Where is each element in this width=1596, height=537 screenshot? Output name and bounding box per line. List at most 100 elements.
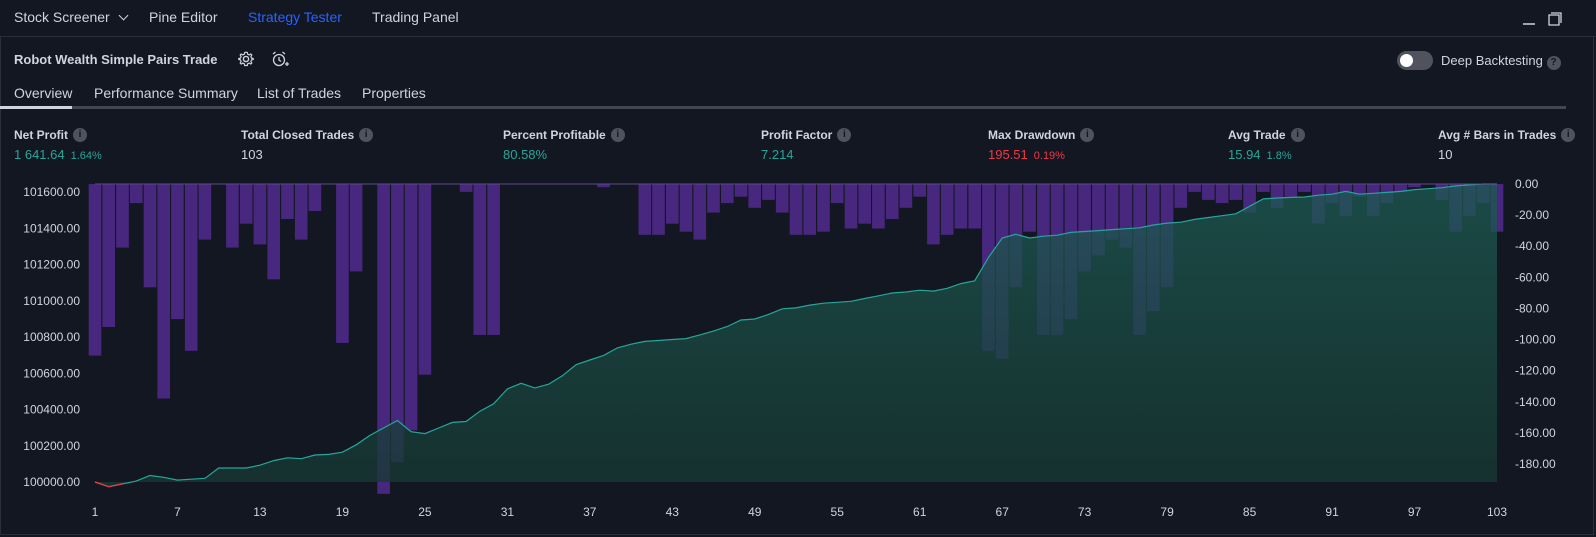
left-axis-tick-label: 101600.00 — [23, 185, 80, 199]
drawdown-bar — [308, 184, 322, 211]
right-axis-tick-label: -120.00 — [1515, 364, 1556, 378]
drawdown-bar — [184, 184, 198, 351]
x-axis-tick-label: 19 — [336, 505, 350, 519]
drawdown-bar — [116, 184, 129, 248]
deep-backtesting-text: Deep Backtesting — [1441, 53, 1543, 68]
metric-total-closed-trades: Total Closed Trades i 103 — [241, 128, 374, 162]
help-icon[interactable]: ? — [1546, 56, 1561, 70]
drawdown-bar — [198, 184, 212, 240]
deep-backtesting-label: Deep Backtesting ? — [1441, 53, 1561, 70]
minimize-panel-button[interactable] — [1522, 12, 1536, 29]
info-icon[interactable]: i — [1561, 128, 1576, 142]
drawdown-bar — [349, 184, 363, 272]
chevron-down-icon[interactable] — [118, 10, 129, 21]
drawdown-bar — [294, 184, 308, 240]
x-axis-tick-label: 85 — [1243, 505, 1257, 519]
drawdown-bar — [1229, 184, 1243, 200]
right-axis-tick-label: -100.00 — [1515, 333, 1556, 347]
drawdown-bar — [1257, 184, 1270, 192]
metric-avg-trade: Avg Trade i 15.94 1.8% — [1228, 128, 1305, 162]
info-icon[interactable]: i — [359, 128, 374, 142]
tab-list-of-trades[interactable]: List of Trades — [257, 85, 342, 101]
metric-value: 103 — [241, 147, 263, 162]
metric-value: 7.214 — [761, 147, 794, 162]
tab-stock-screener[interactable]: Stock Screener — [14, 9, 129, 25]
x-axis-tick-label: 55 — [831, 505, 845, 519]
metric-avg-bars-in-trades: Avg # Bars in Trades i 10 — [1438, 128, 1576, 162]
drawdown-bar — [1023, 184, 1036, 232]
drawdown-bar — [775, 184, 789, 213]
metric-value: 15.94 — [1228, 147, 1261, 162]
equity-line-negative — [94, 481, 123, 488]
add-alert-button[interactable] — [270, 50, 290, 70]
drawdown-bar — [638, 184, 652, 235]
drawdown-bar — [1408, 184, 1421, 188]
drawdown-bar — [267, 184, 280, 280]
metric-value: 80.58% — [503, 147, 548, 162]
right-axis-tick-label: 0.00 — [1515, 177, 1539, 191]
drawdown-bar — [830, 184, 844, 204]
drawdown-bar — [844, 184, 858, 229]
x-axis-tick-label: 1 — [92, 505, 99, 519]
drawdown-bar — [143, 184, 157, 288]
x-axis-tick-label: 73 — [1078, 505, 1092, 519]
tab-performance-summary[interactable]: Performance Summary — [94, 85, 238, 101]
equity-line — [94, 183, 1497, 488]
x-axis-tick-label: 31 — [501, 505, 515, 519]
drawdown-bar — [391, 184, 404, 463]
metric-profit-factor: Profit Factor i 7.214 — [761, 128, 852, 162]
drawdown-bar — [679, 184, 693, 232]
info-icon[interactable]: i — [610, 128, 625, 142]
deep-backtesting-toggle[interactable] — [1397, 51, 1433, 70]
info-icon[interactable]: i — [837, 128, 852, 142]
metric-label: Percent Profitable — [503, 128, 606, 142]
tab-strategy-tester[interactable]: Strategy Tester — [248, 9, 342, 25]
drawdown-bar — [597, 184, 610, 188]
toggle-knob — [1400, 54, 1413, 67]
tab-pine-editor[interactable]: Pine Editor — [149, 9, 218, 25]
metric-value: 195.51 — [988, 147, 1028, 162]
info-icon[interactable]: i — [1080, 128, 1095, 142]
drawdown-bar — [1105, 184, 1119, 240]
drawdown-bar — [803, 184, 816, 235]
drawdown-bar — [459, 184, 473, 192]
x-axis-tick-label: 67 — [996, 505, 1010, 519]
alarm-clock-icon — [272, 51, 289, 67]
metric-value: 10 — [1438, 147, 1453, 162]
strategy-settings-button[interactable] — [237, 50, 257, 70]
drawdown-bar — [487, 184, 500, 335]
info-icon[interactable]: i — [73, 128, 87, 142]
equity-drawdown-chart[interactable]: 101600.00 101400.00 101200.00 101000.00 1008… — [0, 170, 1596, 525]
drawdown-bar — [789, 184, 803, 235]
drawdown-bar — [1202, 184, 1215, 200]
tab-trading-panel[interactable]: Trading Panel — [372, 9, 459, 25]
left-axis-tick-label: 100800.00 — [23, 330, 80, 344]
drawdown-bar — [129, 184, 143, 204]
drawdown-bar — [1394, 184, 1408, 192]
drawdown-bar — [721, 184, 734, 204]
drawdown-bar — [913, 184, 926, 197]
drawdown-bar — [171, 184, 184, 320]
drawdown-bar — [88, 184, 102, 356]
left-axis-tick-label: 101000.00 — [23, 294, 80, 308]
metric-value: 1 641.64 — [14, 147, 65, 162]
tab-properties[interactable]: Properties — [362, 85, 426, 101]
right-axis-tick-label: -80.00 — [1515, 301, 1549, 315]
x-axis-tick-label: 61 — [913, 505, 927, 519]
drawdown-bar — [885, 184, 899, 219]
info-icon[interactable]: i — [1290, 128, 1305, 142]
drawdown-bar — [239, 184, 253, 224]
maximize-panel-button[interactable] — [1548, 12, 1562, 29]
strategy-title: Robot Wealth Simple Pairs Trade — [14, 52, 218, 67]
tab-overview[interactable]: Overview — [14, 85, 73, 101]
drawdown-bar — [226, 184, 239, 248]
tab-scrollbar-track[interactable] — [0, 106, 1566, 109]
drawdown-bar — [693, 184, 707, 240]
metric-percent: 1.64% — [70, 150, 102, 162]
x-axis-tick-label: 79 — [1160, 505, 1174, 519]
right-axis-tick-label: -20.00 — [1515, 208, 1549, 222]
drawdown-bar — [817, 184, 830, 232]
drawdown-bar — [899, 184, 913, 208]
left-axis-tick-label: 100000.00 — [23, 475, 80, 489]
right-axis-tick-label: -160.00 — [1515, 426, 1556, 440]
